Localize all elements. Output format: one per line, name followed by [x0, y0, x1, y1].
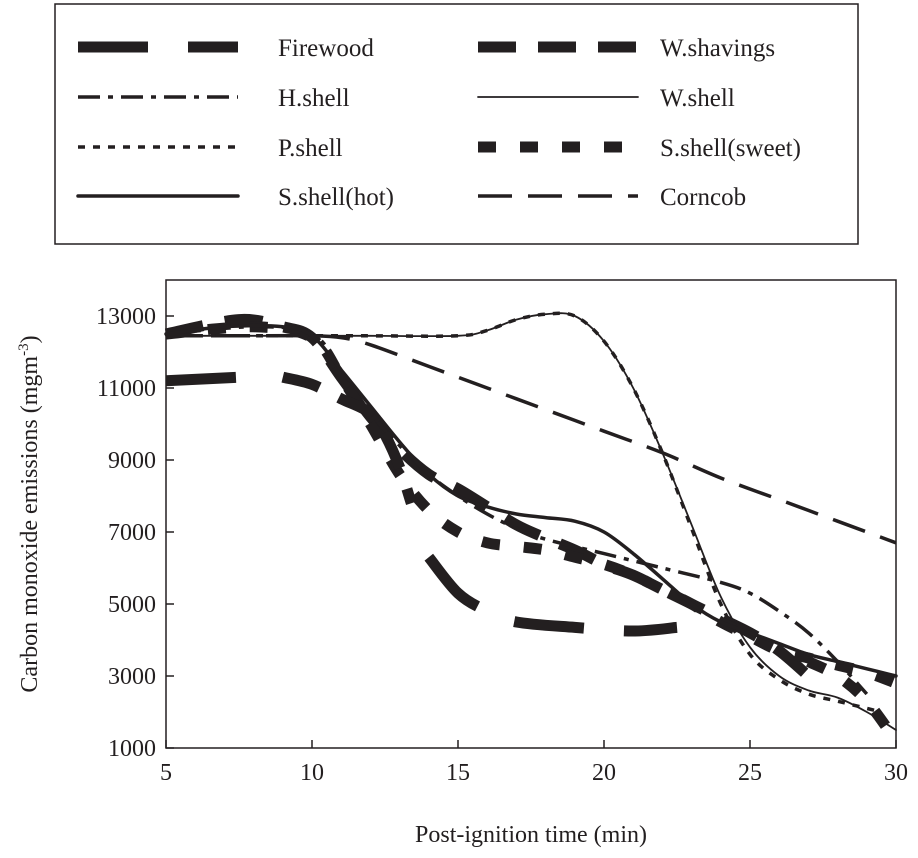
- y-tick-label: 5000: [108, 592, 156, 618]
- series-lines: [164, 311, 901, 745]
- series-line-p-shell: [166, 311, 882, 714]
- x-tick-label: 10: [300, 760, 324, 786]
- series-line-s-shell-sweet: [165, 321, 898, 689]
- series-line-unlabeled-8: [281, 371, 417, 505]
- legend-label: S.shell(hot): [278, 184, 394, 211]
- y-tick-label: 7000: [108, 520, 156, 546]
- x-tick-label: 25: [738, 760, 762, 786]
- legend-box: [54, 3, 859, 245]
- y-axis-label: Carbon monoxide emissions (mgm-3): [16, 335, 43, 692]
- x-tick-label: 30: [884, 760, 908, 786]
- legend-label: P.shell: [278, 135, 343, 162]
- y-tick-label: 3000: [108, 664, 156, 690]
- legend-label: S.shell(sweet): [660, 135, 801, 162]
- y-tick-label: 9000: [108, 448, 156, 474]
- x-tick-label: 5: [160, 760, 172, 786]
- series-line-corncob: [166, 333, 897, 545]
- legend-label: H.shell: [278, 85, 350, 112]
- y-axis-label-close: ): [17, 335, 43, 343]
- series-line-firewood: [165, 371, 678, 637]
- series-line-s-shell-hot: [164, 324, 898, 678]
- y-axis-label-exponent: -3: [16, 343, 32, 356]
- legend-label: Firewood: [278, 35, 374, 62]
- y-tick-label: 13000: [96, 304, 156, 330]
- legend-label: W.shavings: [660, 35, 775, 62]
- series-line-w-shell: [165, 312, 897, 731]
- x-tick-label: 20: [592, 760, 616, 786]
- series-line-unlabeled-9: [805, 656, 901, 745]
- legend-label: Corncob: [660, 184, 746, 211]
- series-line-w-shavings: [164, 313, 813, 681]
- y-tick-label: 11000: [97, 376, 156, 402]
- x-tick-label: 15: [446, 760, 470, 786]
- legend: Firewood W.shavings H.shell W.shell P.shell S…: [76, 35, 801, 211]
- x-axis-label: Post-ignition time (min): [415, 822, 647, 848]
- plot-frame: [165, 279, 897, 749]
- legend-label: W.shell: [660, 85, 735, 112]
- y-tick-label: 1000: [108, 736, 156, 762]
- axes: 5 10 15 20 25 30 1000 3000 5000 7000 9000 11000 1300…: [96, 304, 908, 786]
- y-axis-label-main: Carbon monoxide emissions (mgm: [17, 356, 43, 693]
